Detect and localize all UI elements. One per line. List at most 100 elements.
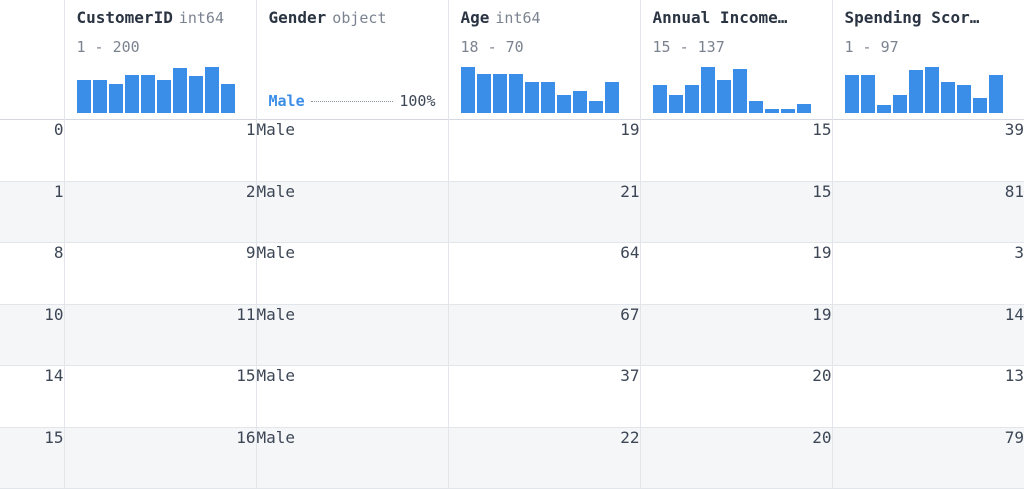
column-range: 1 - 97: [844, 38, 899, 56]
histogram-bar: [572, 91, 587, 113]
histogram-bar: [940, 82, 955, 113]
histogram-bar: [540, 82, 555, 113]
row-index: 15: [0, 427, 65, 489]
histogram-bar: [652, 85, 667, 113]
histogram-bar: [908, 70, 923, 113]
histogram-bar: [588, 101, 603, 113]
histogram-bar: [172, 68, 187, 113]
row-index: 10: [0, 304, 65, 366]
table-cell[interactable]: Male: [256, 427, 449, 489]
histogram-bar: [844, 75, 859, 113]
histogram-bar: [204, 67, 219, 113]
column-range: 18 - 70: [460, 38, 524, 56]
table-cell[interactable]: 1: [64, 119, 257, 181]
row-index: 1: [0, 181, 65, 243]
table-row[interactable]: 1 2 Male 21 15 81: [0, 181, 1024, 243]
column-header-gender[interactable]: Gender object Male 100%: [256, 0, 449, 120]
table-cell[interactable]: 15: [640, 181, 833, 243]
histogram: [76, 67, 237, 113]
table-cell[interactable]: 67: [448, 304, 641, 366]
header-row: CustomerID int64 1 - 200 Gender object Mal…: [0, 0, 1024, 120]
column-range: 1 - 200: [76, 38, 140, 56]
table-cell[interactable]: 14: [1004, 304, 1024, 324]
table-cell[interactable]: 15: [64, 365, 257, 427]
table-row[interactable]: 0 1 Male 19 15 39: [0, 119, 1024, 181]
table-row[interactable]: 14 15 Male 37 20 13: [0, 365, 1024, 427]
table-row[interactable]: 15 16 Male 22 20 79: [0, 427, 1024, 489]
column-name: Age: [460, 8, 490, 27]
table-cell[interactable]: Male: [256, 242, 449, 304]
column-title: Annual Income…: [653, 8, 822, 27]
column-title: Gender object: [269, 8, 438, 27]
table-cell[interactable]: 21: [448, 181, 641, 243]
histogram-bar: [508, 74, 523, 113]
histogram: [844, 67, 1005, 113]
histogram-bar: [796, 104, 811, 113]
table-cell[interactable]: Male: [256, 119, 449, 181]
histogram-bar: [716, 80, 731, 113]
column-title: Spending Scor…: [845, 8, 1015, 27]
column-name: Spending Scor…: [844, 8, 980, 27]
column-name: Annual Income…: [652, 8, 788, 27]
histogram-bar: [556, 95, 571, 113]
histogram-bar: [140, 75, 155, 113]
table-cell[interactable]: 64: [448, 242, 641, 304]
histogram-bar: [108, 84, 123, 113]
column-title: CustomerID int64: [77, 8, 246, 27]
histogram: [460, 67, 621, 113]
table-cell[interactable]: 22: [448, 427, 641, 489]
table-row[interactable]: 10 11 Male 67 19 14: [0, 304, 1024, 366]
histogram-bar: [684, 85, 699, 113]
table-cell[interactable]: 39: [1004, 120, 1024, 139]
table-cell[interactable]: 19: [640, 242, 833, 304]
table-cell[interactable]: 19: [448, 119, 641, 181]
histogram-bar: [604, 82, 619, 113]
histogram-bar: [156, 80, 171, 113]
category-percent: 100%: [399, 92, 436, 110]
table-cell[interactable]: 15: [640, 119, 833, 181]
histogram-bar: [220, 84, 235, 113]
column-header-age[interactable]: Age int64 18 - 70: [448, 0, 641, 120]
histogram-bar: [492, 74, 507, 113]
table-cell[interactable]: 37: [448, 365, 641, 427]
column-name: CustomerID: [76, 8, 173, 27]
column-title: Age int64: [461, 8, 630, 27]
histogram-bar: [892, 95, 907, 113]
category-summary: Male 100%: [269, 92, 436, 110]
table-cell[interactable]: 19: [640, 304, 833, 366]
table-cell[interactable]: 3: [1014, 243, 1024, 262]
histogram-bar: [460, 67, 475, 113]
table-cell[interactable]: 2: [64, 181, 257, 243]
table-cell[interactable]: Male: [256, 181, 449, 243]
histogram-bar: [732, 69, 747, 113]
column-header-spending-score[interactable]: Spending Scor… 1 - 97: [832, 0, 1024, 120]
table-row[interactable]: 8 9 Male 64 19 3: [0, 242, 1024, 304]
category-leader: [310, 101, 394, 102]
column-dtype: int64: [178, 9, 224, 27]
histogram: [652, 67, 813, 113]
table-cell[interactable]: Male: [256, 304, 449, 366]
table-cell[interactable]: 11: [64, 304, 257, 366]
histogram-bar: [76, 80, 91, 113]
table-cell[interactable]: Male: [256, 365, 449, 427]
table-cell[interactable]: 20: [640, 365, 833, 427]
table-cell[interactable]: 81: [1004, 181, 1024, 201]
table-cell[interactable]: 79: [1004, 427, 1024, 447]
category-label: Male: [268, 92, 305, 110]
histogram-bar: [764, 109, 779, 113]
table-cell[interactable]: 16: [64, 427, 257, 489]
column-header-annual-income[interactable]: Annual Income… 15 - 137: [640, 0, 833, 120]
column-header-customerid[interactable]: CustomerID int64 1 - 200: [64, 0, 257, 120]
histogram-bar: [524, 82, 539, 113]
histogram-bar: [92, 80, 107, 113]
row-index: 0: [0, 119, 65, 181]
histogram-bar: [876, 105, 891, 113]
histogram-bar: [860, 75, 875, 113]
column-range: 15 - 137: [652, 38, 725, 56]
table-cell[interactable]: 20: [640, 427, 833, 489]
table-cell[interactable]: 9: [64, 242, 257, 304]
histogram-bar: [668, 95, 683, 113]
table-cell[interactable]: 13: [1004, 366, 1024, 385]
histogram-bar: [476, 74, 491, 113]
